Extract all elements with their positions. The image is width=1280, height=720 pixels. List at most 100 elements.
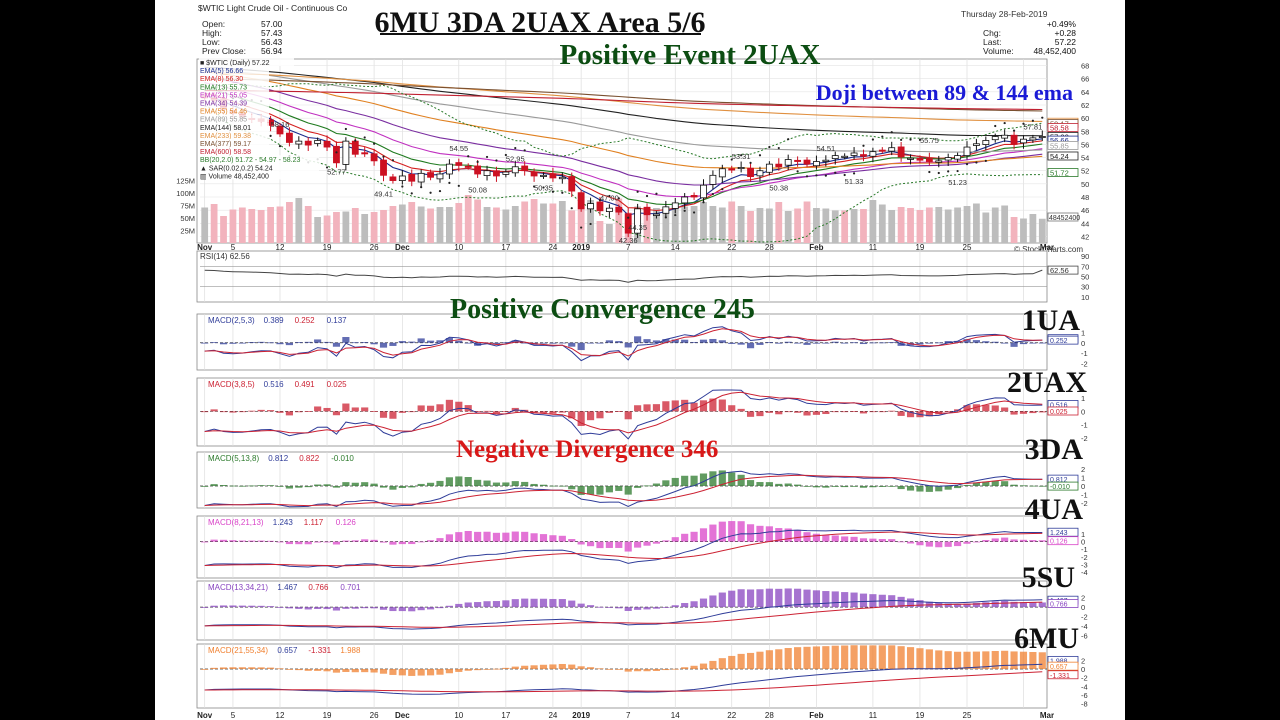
legend-backdrop (199, 74, 269, 83)
legend-entry: EMA(144) 58.01 (200, 125, 251, 132)
macd-histogram-bar (652, 340, 661, 343)
macd-histogram-bar (1029, 411, 1037, 414)
macd-histogram-bar (1010, 651, 1018, 669)
macd-histogram-bar (398, 411, 406, 413)
macd-histogram-bar (474, 531, 482, 542)
macd-axis-value: 0.025 (1050, 409, 1068, 416)
ema-line (204, 87, 1043, 206)
sar-dot (608, 194, 611, 198)
date-tick-label: 19 (323, 243, 332, 252)
macd-histogram-bar (436, 538, 444, 542)
macd-histogram-bar (417, 541, 425, 543)
macd-histogram-bar (690, 402, 698, 412)
price-tick-label: 64 (1081, 88, 1089, 97)
macd-histogram-bar (897, 596, 905, 608)
price-highlight-box (1047, 151, 1079, 161)
candle-body (756, 170, 764, 177)
macd-histogram-bar (549, 598, 557, 608)
macd-histogram-bar (944, 341, 952, 343)
macd-histogram-bar (944, 651, 952, 669)
quote-label: Volume: (983, 46, 1014, 56)
macd-histogram-bar (568, 342, 576, 347)
macd-histogram-bar (935, 541, 943, 548)
sar-dot (523, 149, 526, 152)
rsi-tick-label: 70 (1081, 262, 1089, 271)
macd-histogram-bar (662, 480, 670, 486)
candle-body (662, 206, 670, 214)
price-callout: 54.51 (816, 144, 835, 153)
macd-histogram-bar (841, 536, 849, 542)
volume-bar (973, 203, 980, 243)
price-callout: 50.08 (468, 185, 487, 194)
macd-histogram-bar (662, 401, 670, 412)
macd-histogram-bar (671, 339, 679, 343)
macd-histogram-bar (624, 669, 632, 672)
macd-histogram-bar (257, 540, 265, 542)
volume-bar (605, 224, 613, 243)
volume-bar (342, 211, 350, 243)
sar-dot (702, 201, 705, 204)
candle-body (333, 145, 340, 164)
macd-axis-value: 0.812 (1050, 477, 1068, 484)
macd-histogram-bar (257, 605, 265, 608)
macd-histogram-bar (558, 535, 566, 542)
macd-histogram-bar (295, 342, 303, 343)
sar-dot (1041, 116, 1044, 119)
date-tick-label: Feb (809, 711, 823, 720)
macd-histogram-bar (361, 407, 369, 412)
volume-bar (700, 202, 707, 243)
macd-axis-value: 0.126 (1050, 539, 1068, 546)
macd-histogram-bar (276, 486, 284, 487)
macd-histogram-bar (822, 486, 830, 488)
candle-body (314, 140, 322, 144)
date-tick-label: 14 (671, 243, 680, 252)
macd-histogram-bar (483, 410, 491, 412)
macd-histogram-bar (511, 340, 519, 343)
macd-histogram-bar (332, 411, 341, 416)
macd-histogram-bar (389, 486, 397, 490)
macd-histogram-bar (775, 528, 783, 542)
macd-histogram-bar (831, 535, 839, 542)
macd-histogram-bar (972, 651, 980, 669)
candle-body (860, 154, 867, 157)
macd-histogram-bar (972, 404, 980, 412)
legend-backdrop (199, 139, 269, 147)
volume-bar (323, 215, 331, 243)
stockcharts-figure: $WTIC Light Crude Oil - Continuous Co Op… (176, 3, 1089, 720)
label-5su: 5SU (1022, 561, 1075, 594)
macd-histogram-bar (624, 342, 632, 348)
macd-label: MACD(21,55,34) (208, 646, 268, 655)
macd-histogram-bar (361, 607, 369, 609)
sar-dot (1031, 119, 1034, 122)
macd-histogram-bar (332, 607, 341, 611)
candle-body (323, 140, 331, 148)
macd-histogram-bar (869, 486, 877, 488)
candle-body (935, 160, 943, 163)
macd-histogram-bar (370, 539, 378, 542)
date-tick-label: Feb (809, 243, 823, 252)
macd-histogram-bar (549, 664, 557, 669)
macd-histogram-bar (841, 411, 849, 413)
macd-histogram-bar (586, 411, 595, 421)
macd-histogram-bar (878, 411, 886, 413)
ema-line (204, 71, 1043, 169)
candle-body (587, 203, 594, 210)
sar-dot (824, 174, 827, 177)
macd-histogram-bar (502, 600, 510, 608)
macd-histogram-bar (916, 541, 924, 546)
macd-histogram-bar (925, 541, 933, 547)
price-tick-label: 56 (1081, 140, 1089, 149)
volume-bar (1001, 205, 1009, 243)
macd-histogram-bar (238, 342, 246, 344)
macd-histogram-bar (257, 485, 265, 486)
macd-histogram-bar (869, 594, 877, 608)
date-tick-label: 22 (727, 243, 736, 252)
macd-histogram-bar (869, 342, 877, 344)
macd-histogram-bar (314, 406, 322, 412)
volume-bar (944, 209, 952, 243)
quote-label: Chg: (983, 28, 1001, 38)
macd-histogram-bar (219, 667, 228, 669)
price-callout: 44.35 (628, 223, 647, 232)
macd-histogram-bar (775, 588, 783, 608)
macd-histogram-bar (455, 401, 463, 412)
